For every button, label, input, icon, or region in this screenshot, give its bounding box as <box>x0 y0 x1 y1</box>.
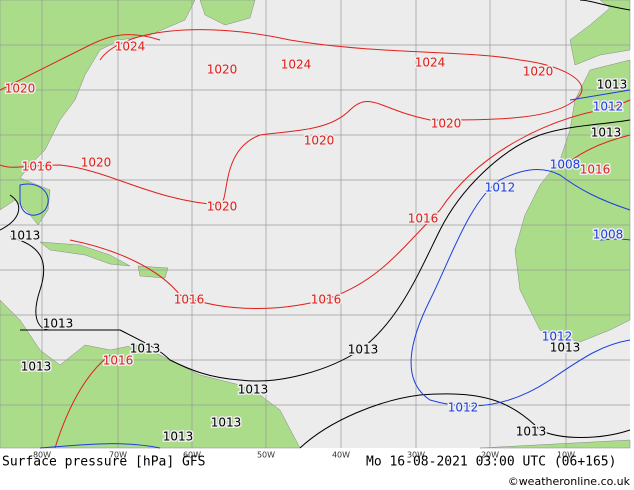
lon-label: 50W <box>257 451 275 460</box>
isobar-label: 1012 <box>448 401 479 415</box>
isobar-label: 1016 <box>580 163 611 177</box>
credit: ©weatheronline.co.uk <box>508 475 631 488</box>
isobar-label: 1024 <box>281 58 312 72</box>
lon-label: 60W <box>183 451 201 460</box>
isobar-label: 1013 <box>43 317 74 331</box>
lon-label: 30W <box>407 451 425 460</box>
graticule <box>0 0 630 448</box>
isobar-label: 1016 <box>311 293 342 307</box>
lon-label: 80W <box>33 451 51 460</box>
isobar-label: 1012 <box>542 330 573 344</box>
isobar-labels: 1024 1020 1020 1024 1024 1020 1020 1020 … <box>3 38 629 445</box>
isobar-label: 1020 <box>207 63 238 77</box>
isobar-label: 1024 <box>415 56 446 70</box>
isobar-label: 1013 <box>238 383 269 397</box>
lon-label: 20W <box>481 451 499 460</box>
isobar-label: 1013 <box>348 343 379 357</box>
isobar-label: 1013 <box>163 430 194 444</box>
isobar-label: 1013 <box>591 126 622 140</box>
isobar-label: 1020 <box>304 134 335 148</box>
isobar-label: 1008 <box>593 228 624 242</box>
isobar-label: 1016 <box>174 293 205 307</box>
isobar-label: 1012 <box>593 100 624 114</box>
isobar-label: 1016 <box>103 354 134 368</box>
isobar-label: 1020 <box>431 117 462 131</box>
isobar-label: 1020 <box>81 156 112 170</box>
isobar-label: 1024 <box>115 40 146 54</box>
lon-label: 40W <box>332 451 350 460</box>
isobar-label: 1020 <box>523 65 554 79</box>
isobar-label: 1012 <box>485 181 516 195</box>
isobars <box>0 0 631 449</box>
isobar-label: 1013 <box>130 342 161 356</box>
isobar-label: 1013 <box>211 416 242 430</box>
map-title: Surface pressure [hPa] GFS <box>2 455 206 470</box>
map-datetime: Mo 16-08-2021 03:00 UTC (06+165) <box>366 455 616 470</box>
isobar-label: 1020 <box>207 200 238 214</box>
lon-label: 10W <box>557 451 575 460</box>
isobar-label: 1016 <box>408 212 439 226</box>
isobar-label: 1013 <box>597 78 628 92</box>
isobar-label: 1013 <box>516 425 547 439</box>
lon-label: 70W <box>109 451 127 460</box>
isobar-label: 1013 <box>550 341 581 355</box>
isobar-label: 1008 <box>550 158 581 172</box>
isobar-label: 1020 <box>5 82 36 96</box>
isobar-label: 1016 <box>22 160 53 174</box>
land <box>0 0 631 449</box>
isobar-label: 1013 <box>21 360 52 374</box>
isobar-label: 1013 <box>10 229 41 243</box>
longitude-labels: 80W 70W 60W 50W 40W 30W 20W 10W <box>33 451 575 460</box>
